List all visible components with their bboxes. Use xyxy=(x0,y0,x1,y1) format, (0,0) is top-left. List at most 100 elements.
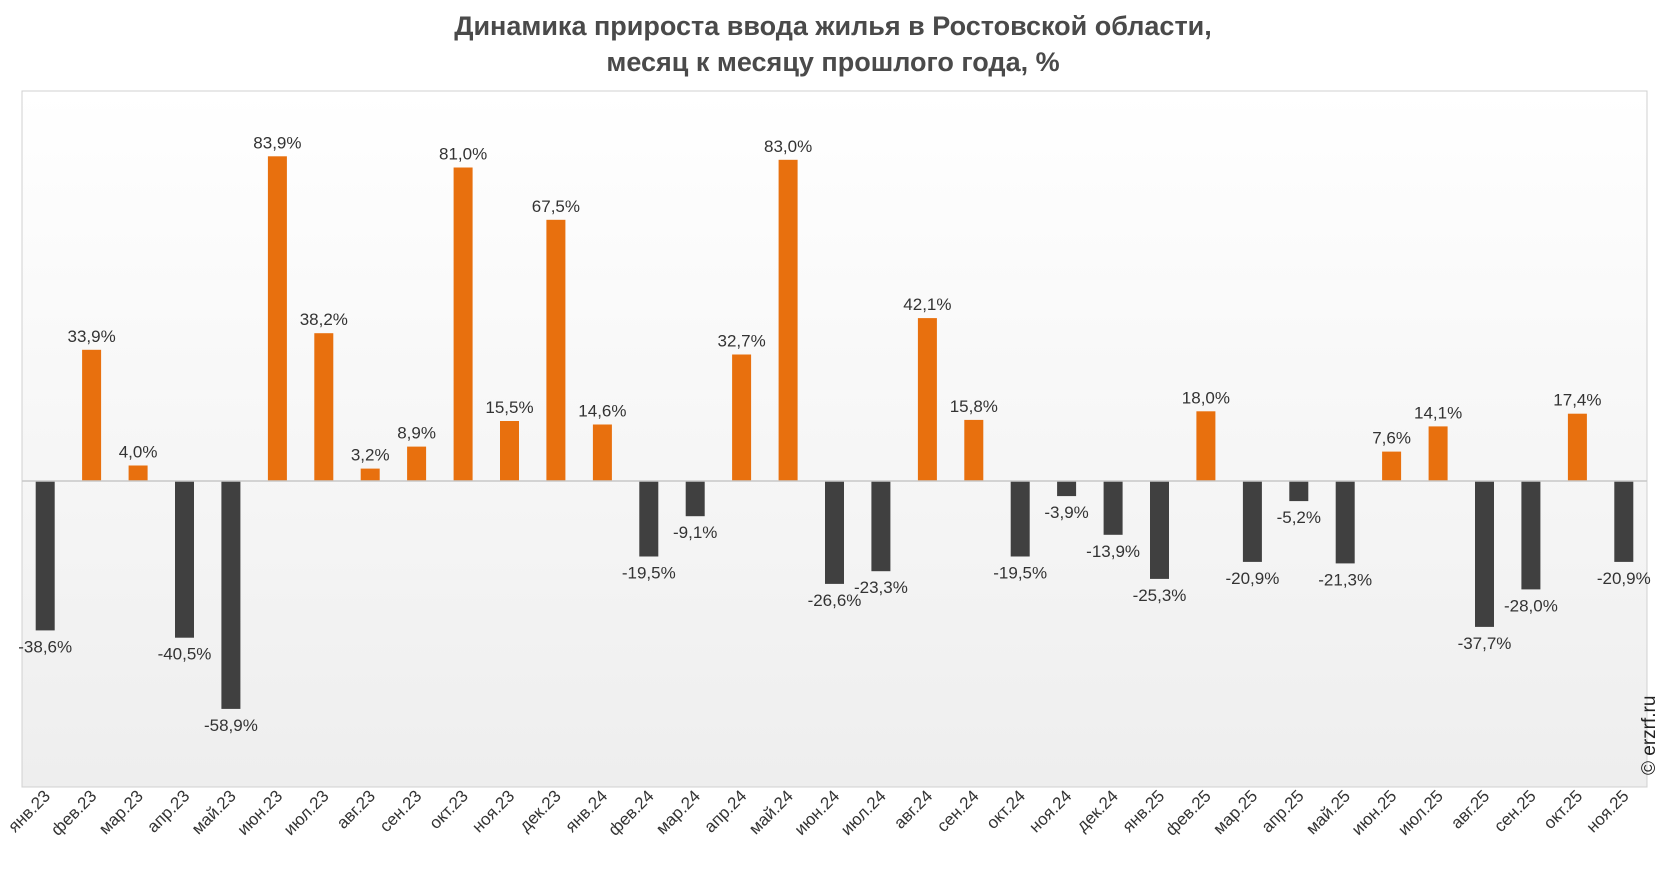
bar-11 xyxy=(546,219,566,482)
x-tick-label-9: окт.23 xyxy=(426,786,472,832)
data-label-4: -58,9% xyxy=(204,716,258,735)
x-tick-label-11: дек.23 xyxy=(516,786,565,835)
x-tick-label-3: апр.23 xyxy=(143,786,193,836)
x-tick-label-6: июл.23 xyxy=(280,786,333,839)
bar-31 xyxy=(1475,481,1494,627)
data-label-8: 8,9% xyxy=(397,424,436,443)
chart-title-line-1: Динамика прироста ввода жилья в Ростовск… xyxy=(454,11,1212,41)
x-tick-label-12: янв.24 xyxy=(562,786,612,836)
bar-26 xyxy=(1242,481,1262,562)
bar-34 xyxy=(1614,481,1634,562)
bar-9 xyxy=(453,167,473,481)
bar-0 xyxy=(35,481,55,631)
bar-20 xyxy=(964,419,984,481)
x-tick-label-32: сен.25 xyxy=(1490,786,1539,835)
data-label-3: -40,5% xyxy=(158,645,212,664)
x-tick-label-10: ноя.23 xyxy=(468,786,518,836)
bar-14 xyxy=(685,481,705,517)
data-label-0: -38,6% xyxy=(18,637,72,656)
bar-32 xyxy=(1521,481,1541,590)
data-label-31: -37,7% xyxy=(1458,634,1512,653)
bar-7 xyxy=(360,468,380,481)
x-tick-label-31: авг.25 xyxy=(1447,786,1493,832)
bar-8 xyxy=(407,446,427,481)
x-tick-label-28: май.25 xyxy=(1302,786,1354,838)
bar-18 xyxy=(871,481,891,572)
x-tick-label-26: мар.25 xyxy=(1209,786,1261,838)
data-label-25: 18,0% xyxy=(1182,388,1230,407)
x-tick-label-15: апр.24 xyxy=(700,786,750,836)
bar-27 xyxy=(1289,481,1309,502)
data-label-26: -20,9% xyxy=(1225,569,1279,588)
x-tick-label-0: янв.23 xyxy=(4,786,54,836)
data-label-27: -5,2% xyxy=(1277,508,1321,527)
x-tick-label-25: фев.25 xyxy=(1162,786,1215,839)
x-tick-label-13: фев.24 xyxy=(605,786,658,839)
x-tick-label-27: апр.25 xyxy=(1258,786,1308,836)
data-label-22: -3,9% xyxy=(1044,503,1088,522)
x-tick-label-2: мар.23 xyxy=(95,786,147,838)
data-label-5: 83,9% xyxy=(253,133,301,152)
data-label-16: 83,0% xyxy=(764,137,812,156)
bar-22 xyxy=(1057,481,1077,497)
x-tick-label-4: май.23 xyxy=(188,786,240,838)
bar-24 xyxy=(1150,481,1169,579)
bar-6 xyxy=(314,333,334,481)
bar-19 xyxy=(917,318,937,481)
data-label-33: 17,4% xyxy=(1553,391,1601,410)
data-label-1: 33,9% xyxy=(67,327,115,346)
bar-23 xyxy=(1103,481,1123,535)
data-label-12: 14,6% xyxy=(578,402,626,421)
x-axis-ticks-group: янв.23фев.23мар.23апр.23май.23июн.23июл.… xyxy=(4,786,1632,839)
data-label-2: 4,0% xyxy=(119,443,158,462)
bar-17 xyxy=(825,481,844,584)
bar-1 xyxy=(82,349,102,481)
x-tick-label-34: ноя.25 xyxy=(1583,786,1633,836)
data-label-17: -26,6% xyxy=(808,591,862,610)
data-label-24: -25,3% xyxy=(1133,586,1187,605)
data-label-10: 15,5% xyxy=(485,398,533,417)
chart-title: Динамика прироста ввода жилья в Ростовск… xyxy=(0,8,1666,80)
bar-10 xyxy=(500,421,519,481)
x-tick-label-8: сен.23 xyxy=(376,786,425,835)
x-tick-label-23: дек.24 xyxy=(1073,786,1122,835)
data-label-19: 42,1% xyxy=(903,295,951,314)
x-tick-label-29: июн.25 xyxy=(1348,786,1401,839)
bar-30 xyxy=(1428,426,1448,481)
credit-text: © erzrf.ru xyxy=(1639,696,1660,775)
x-tick-label-18: июл.24 xyxy=(837,786,890,839)
bar-2 xyxy=(128,465,148,481)
data-label-23: -13,9% xyxy=(1086,542,1140,561)
x-tick-label-17: июн.24 xyxy=(791,786,844,839)
bar-4 xyxy=(221,481,241,709)
data-label-6: 38,2% xyxy=(300,310,348,329)
bar-16 xyxy=(778,159,798,482)
bar-3 xyxy=(175,481,194,638)
data-label-15: 32,7% xyxy=(717,332,765,351)
bar-21 xyxy=(1010,481,1030,557)
data-label-34: -20,9% xyxy=(1597,569,1651,588)
bar-12 xyxy=(592,424,612,481)
x-tick-label-7: авг.23 xyxy=(333,786,379,832)
x-tick-label-16: май.24 xyxy=(745,786,797,838)
data-label-21: -19,5% xyxy=(993,564,1047,583)
value-labels-group: -38,6% 33,9% 4,0% -40,5% -58,9% 83,9% 38,2% 3,2… xyxy=(18,133,1650,735)
x-tick-label-1: фев.23 xyxy=(47,786,100,839)
x-tick-label-30: июл.25 xyxy=(1394,786,1447,839)
bar-33 xyxy=(1567,413,1587,481)
data-label-30: 14,1% xyxy=(1414,403,1462,422)
bar-28 xyxy=(1335,481,1355,564)
data-label-18: -23,3% xyxy=(854,578,908,597)
plot-area xyxy=(21,90,1648,788)
bar-5 xyxy=(267,156,287,482)
bar-13 xyxy=(639,481,659,557)
x-tick-label-20: сен.24 xyxy=(933,786,982,835)
data-label-13: -19,5% xyxy=(622,564,676,583)
data-label-20: 15,8% xyxy=(950,397,998,416)
chart-title-line-2: месяц к месяцу прошлого года, % xyxy=(606,47,1060,77)
x-tick-label-5: июн.23 xyxy=(234,786,287,839)
x-tick-label-24: янв.25 xyxy=(1119,786,1169,836)
x-tick-label-19: авг.24 xyxy=(890,786,936,832)
x-tick-label-33: окт.25 xyxy=(1540,786,1586,832)
